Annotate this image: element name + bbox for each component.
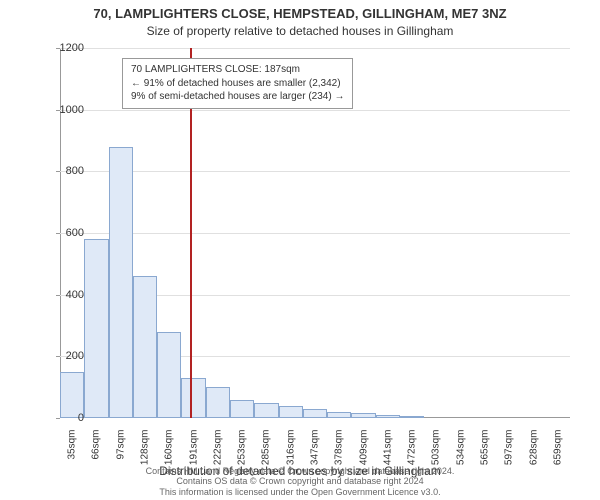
xtick-label: 409sqm [358, 430, 369, 480]
histogram-bar [327, 412, 351, 418]
xtick-label: 597sqm [504, 430, 515, 480]
histogram-bar [230, 400, 254, 419]
histogram-bar [157, 332, 181, 418]
histogram-bar [181, 378, 205, 418]
xtick-label: 659sqm [552, 430, 563, 480]
xtick-label: 160sqm [164, 430, 175, 480]
xtick-label: 534sqm [455, 430, 466, 480]
ytick-label: 1000 [44, 104, 84, 116]
chart-title: 70, LAMPLIGHTERS CLOSE, HEMPSTEAD, GILLI… [0, 6, 600, 21]
info-box: 70 LAMPLIGHTERS CLOSE: 187sqm← 91% of de… [122, 58, 353, 109]
ytick-label: 800 [44, 165, 84, 177]
xtick-label: 503sqm [431, 430, 442, 480]
gridline [60, 48, 570, 49]
gridline [60, 110, 570, 111]
xtick-label: 222sqm [212, 430, 223, 480]
xtick-label: 35sqm [67, 430, 78, 480]
ytick-label: 200 [44, 350, 84, 362]
infobox-line3: 9% of semi-detached houses are larger (2… [131, 90, 344, 104]
xtick-label: 316sqm [285, 430, 296, 480]
infobox-line2: ← 91% of detached houses are smaller (2,… [131, 77, 344, 91]
xtick-label: 628sqm [528, 430, 539, 480]
histogram-bar [351, 413, 375, 418]
histogram-bar [84, 239, 108, 418]
footnote-line3: This information is licensed under the O… [159, 487, 440, 497]
infobox-line1: 70 LAMPLIGHTERS CLOSE: 187sqm [131, 63, 344, 77]
xtick-label: 285sqm [261, 430, 272, 480]
ytick-label: 600 [44, 227, 84, 239]
histogram-bar [400, 416, 424, 418]
ytick-label: 0 [44, 412, 84, 424]
histogram-bar [254, 403, 278, 418]
xtick-label: 191sqm [188, 430, 199, 480]
histogram-bar [133, 276, 157, 418]
xtick-label: 97sqm [115, 430, 126, 480]
xtick-label: 441sqm [382, 430, 393, 480]
xtick-label: 378sqm [334, 430, 345, 480]
histogram-bar [109, 147, 133, 418]
xtick-label: 253sqm [237, 430, 248, 480]
chart-subtitle: Size of property relative to detached ho… [0, 24, 600, 38]
plot-area: 70 LAMPLIGHTERS CLOSE: 187sqm← 91% of de… [60, 48, 570, 418]
xtick-label: 128sqm [140, 430, 151, 480]
ytick-label: 400 [44, 289, 84, 301]
histogram-bar [376, 415, 400, 418]
xtick-label: 472sqm [407, 430, 418, 480]
histogram-bar [206, 387, 230, 418]
chart-container: 70, LAMPLIGHTERS CLOSE, HEMPSTEAD, GILLI… [0, 0, 600, 500]
xtick-label: 565sqm [480, 430, 491, 480]
gridline [60, 171, 570, 172]
histogram-bar [279, 406, 303, 418]
histogram-bar [303, 409, 327, 418]
xtick-label: 66sqm [91, 430, 102, 480]
gridline [60, 233, 570, 234]
ytick-label: 1200 [44, 42, 84, 54]
xtick-label: 347sqm [310, 430, 321, 480]
